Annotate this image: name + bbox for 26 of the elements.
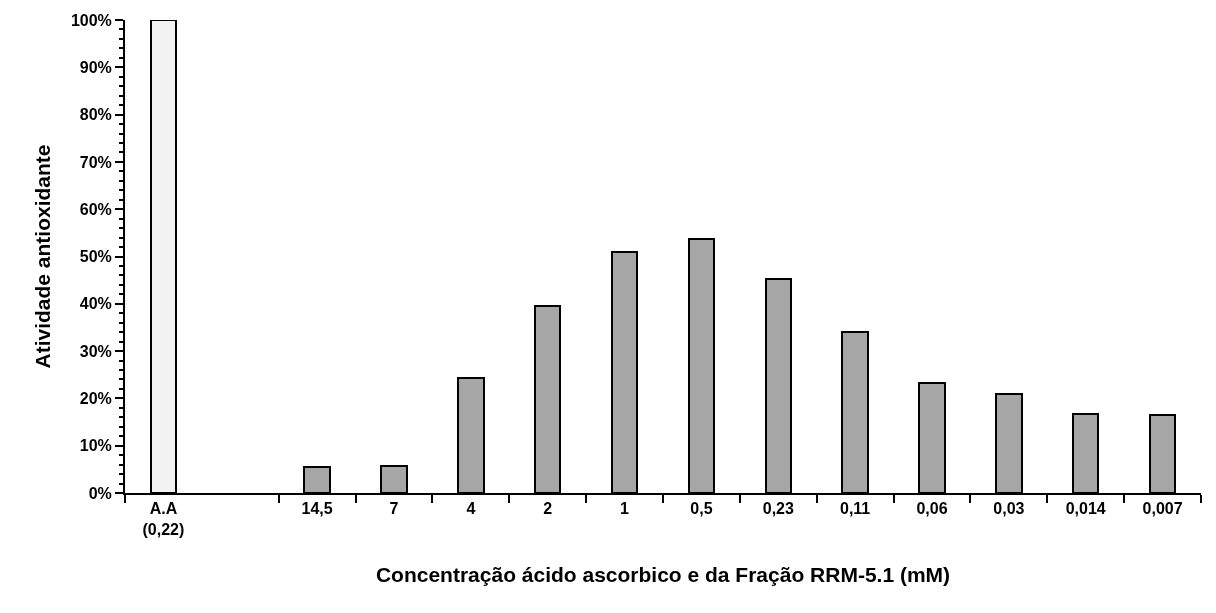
- x-tick-label: 0,23: [762, 500, 794, 518]
- x-tick-label: 0,5: [690, 500, 713, 518]
- y-tick-label: 40%: [79, 295, 112, 313]
- y-tick-label: 60%: [79, 200, 112, 218]
- y-tick-label: 30%: [79, 342, 112, 360]
- y-tick-label: 50%: [79, 248, 112, 266]
- x-tick-label: 0,007: [1142, 500, 1183, 518]
- x-axis-title: Concentração ácido ascorbico e da Fração RRM-5.1 (mM): [375, 562, 951, 586]
- y-tick-label: 100%: [70, 11, 112, 29]
- x-tick-label: 4: [466, 500, 476, 518]
- y-tick-label: 90%: [79, 58, 112, 76]
- x-tick-label: 14,5: [301, 500, 333, 518]
- y-axis-title: Atividade antioxidante: [30, 144, 54, 369]
- x-tick-label: 7: [389, 500, 399, 518]
- y-tick-label: 10%: [79, 437, 112, 455]
- y-tick-label: 70%: [79, 153, 112, 171]
- x-tick-label: 0,06: [916, 500, 948, 518]
- x-tick-label: 0,11: [840, 500, 871, 518]
- y-tick-label: 20%: [79, 390, 112, 407]
- x-tick-label: 0,03: [993, 500, 1025, 518]
- x-tick-label: A.A (0,22): [142, 500, 185, 538]
- y-tick-label: 80%: [79, 106, 112, 124]
- x-tick-label: 1: [620, 500, 630, 518]
- x-tick-label: 2: [543, 500, 553, 518]
- x-tick-label: 0,014: [1065, 500, 1106, 518]
- y-tick-label: 0%: [88, 484, 112, 502]
